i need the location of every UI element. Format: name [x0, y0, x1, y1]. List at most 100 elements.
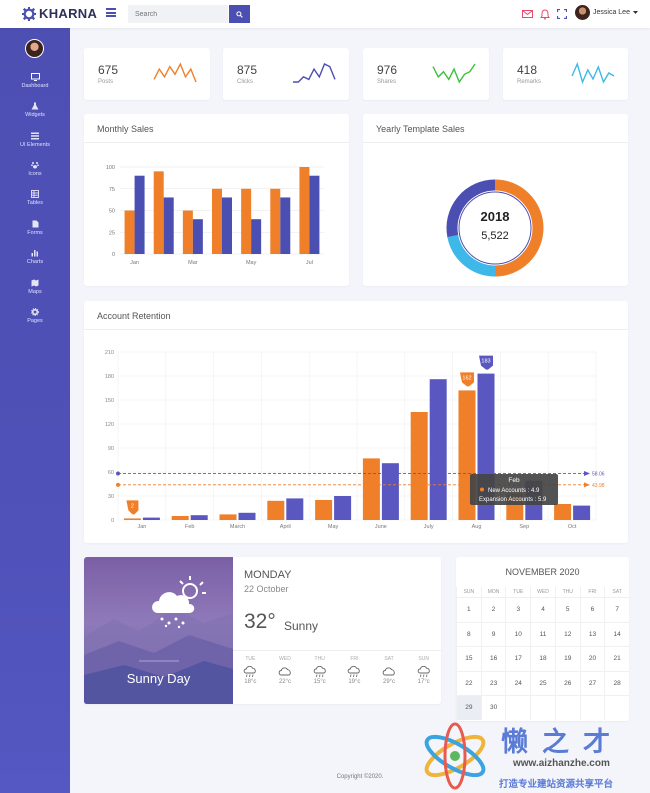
calendar-day[interactable]: 13 [579, 622, 605, 646]
sparkline-line [432, 63, 476, 84]
sidebar: Dashboard Widgets UI Elements Icons Tabl… [0, 28, 70, 793]
monthly-sales-chart[interactable]: 0 25 50 75 100 Jan Mar May Jul [84, 144, 349, 286]
bar [286, 498, 304, 520]
calendar-day[interactable]: 28 [604, 671, 629, 695]
fullscreen-icon[interactable] [556, 8, 568, 20]
calendar-day[interactable]: 18 [530, 647, 555, 671]
calendar-day[interactable]: 23 [480, 671, 506, 695]
y-tick-label: 0 [112, 252, 115, 258]
calendar-day[interactable]: 17 [505, 647, 530, 671]
calendar-day[interactable]: 9 [480, 622, 506, 646]
calendar-day[interactable]: 14 [604, 622, 629, 646]
search-input[interactable] [128, 5, 228, 23]
calendar-day[interactable]: 11 [530, 622, 555, 646]
bar [134, 175, 145, 254]
calendar-day[interactable]: 12 [554, 622, 580, 646]
calendar-day[interactable]: 10 [505, 622, 530, 646]
x-tick-label: Jan [137, 524, 146, 530]
calendar-day [604, 696, 629, 720]
calendar-day[interactable]: 30 [480, 696, 506, 720]
value-pin [460, 372, 474, 387]
sidebar-item-tables[interactable]: Tables [0, 190, 70, 206]
stat-label: Clicks [237, 79, 253, 85]
search-button[interactable] [229, 5, 250, 23]
sidebar-item-charts[interactable]: Charts [0, 249, 70, 265]
bar [192, 219, 203, 254]
watermark: 懒之才 www.aizhanzhe.com 打造专业建站资源共享平台 [415, 718, 650, 793]
value-pin [126, 500, 139, 515]
sidebar-item-widgets[interactable]: Widgets [0, 102, 70, 118]
sidebar-item-icons[interactable]: Icons [0, 161, 70, 177]
calendar-day[interactable]: 22 [456, 671, 481, 695]
calendar-day[interactable]: 5 [554, 598, 580, 622]
sidebar-item-label: Maps [28, 289, 42, 295]
calendar-day[interactable]: 7 [604, 598, 629, 622]
calendar-weekdays: SUN MON TUE WED THU FRI SAT [456, 587, 629, 597]
user-menu[interactable]: Jessica Lee [575, 5, 638, 20]
caret-down-icon [632, 10, 638, 14]
x-tick-label: Oct [568, 524, 577, 530]
calendar-day[interactable]: 3 [505, 598, 530, 622]
bar [142, 517, 160, 520]
calendar-day[interactable]: 24 [505, 671, 530, 695]
stat-label: Posts [98, 79, 114, 85]
sidebar-item-dashboard[interactable]: Dashboard [0, 73, 70, 89]
sidebar-item-maps[interactable]: Maps [0, 279, 70, 295]
calendar-day [505, 696, 530, 720]
bell-icon[interactable] [539, 8, 551, 20]
weekday-label: THU [554, 587, 580, 597]
bar [334, 496, 352, 520]
value-pin-label: 183 [481, 359, 490, 365]
x-tick-label: Feb [185, 524, 194, 530]
yearly-sales-donut[interactable]: 2018 5,522 [363, 144, 628, 286]
calendar-day[interactable]: 8 [456, 622, 481, 646]
calendar-day[interactable]: 21 [604, 647, 629, 671]
rain-icon [417, 666, 430, 678]
stat-card-remarks: 418 Remarks [503, 48, 628, 100]
y-tick-label: 60 [108, 470, 114, 476]
forecast-day: FRI 19°c [348, 656, 361, 685]
calendar-day[interactable]: 26 [554, 671, 580, 695]
bar [182, 210, 193, 254]
sidebar-item-ui-elements[interactable]: UI Elements [0, 132, 70, 148]
cloud-icon [278, 667, 291, 676]
file-icon [32, 220, 38, 228]
sidebar-avatar[interactable] [25, 39, 44, 58]
calendar-day[interactable]: 27 [579, 671, 605, 695]
tooltip-line: Expansion Accounts : 5.9 [479, 497, 547, 503]
sidebar-item-forms[interactable]: Forms [0, 220, 70, 236]
donut-slice[interactable] [446, 179, 496, 238]
donut-slice[interactable] [494, 179, 544, 277]
bar [362, 458, 380, 520]
sparkline [432, 63, 476, 84]
calendar-day [554, 696, 580, 720]
hamburger-menu-icon[interactable] [106, 8, 116, 17]
stat-value: 875 [237, 63, 258, 77]
calendar-day[interactable]: 19 [554, 647, 580, 671]
bar [299, 167, 310, 254]
bar [163, 197, 174, 254]
calendar-day[interactable]: 15 [456, 647, 481, 671]
calendar-day[interactable]: 16 [480, 647, 506, 671]
sparkline-line [293, 63, 336, 83]
calendar-day[interactable]: 6 [579, 598, 605, 622]
mail-icon[interactable] [521, 8, 533, 20]
calendar-day[interactable]: 29 [456, 696, 481, 720]
sidebar-item-pages[interactable]: Pages [0, 308, 70, 324]
stat-card-shares: 976 Shares [363, 48, 489, 100]
plot-area: 0 30 60 90 120 150 180 210 Jan Feb March April May Ju… [105, 350, 605, 530]
bar [315, 500, 333, 520]
sparkline [293, 63, 336, 83]
calendar-day[interactable]: 20 [579, 647, 605, 671]
calendar-day[interactable]: 25 [530, 671, 555, 695]
account-retention-chart[interactable]: 0 30 60 90 120 150 180 210 Jan Feb March April May Ju… [84, 331, 628, 543]
avatar [575, 5, 590, 20]
calendar-day[interactable]: 4 [530, 598, 555, 622]
donut-slice[interactable] [447, 234, 496, 277]
logo[interactable]: KHARNA [22, 6, 97, 21]
x-tick-label: May [328, 524, 339, 530]
monitor-icon [30, 73, 40, 81]
calendar-day[interactable]: 2 [480, 598, 506, 622]
reference-dot [116, 471, 120, 476]
calendar-day[interactable]: 1 [456, 598, 481, 622]
